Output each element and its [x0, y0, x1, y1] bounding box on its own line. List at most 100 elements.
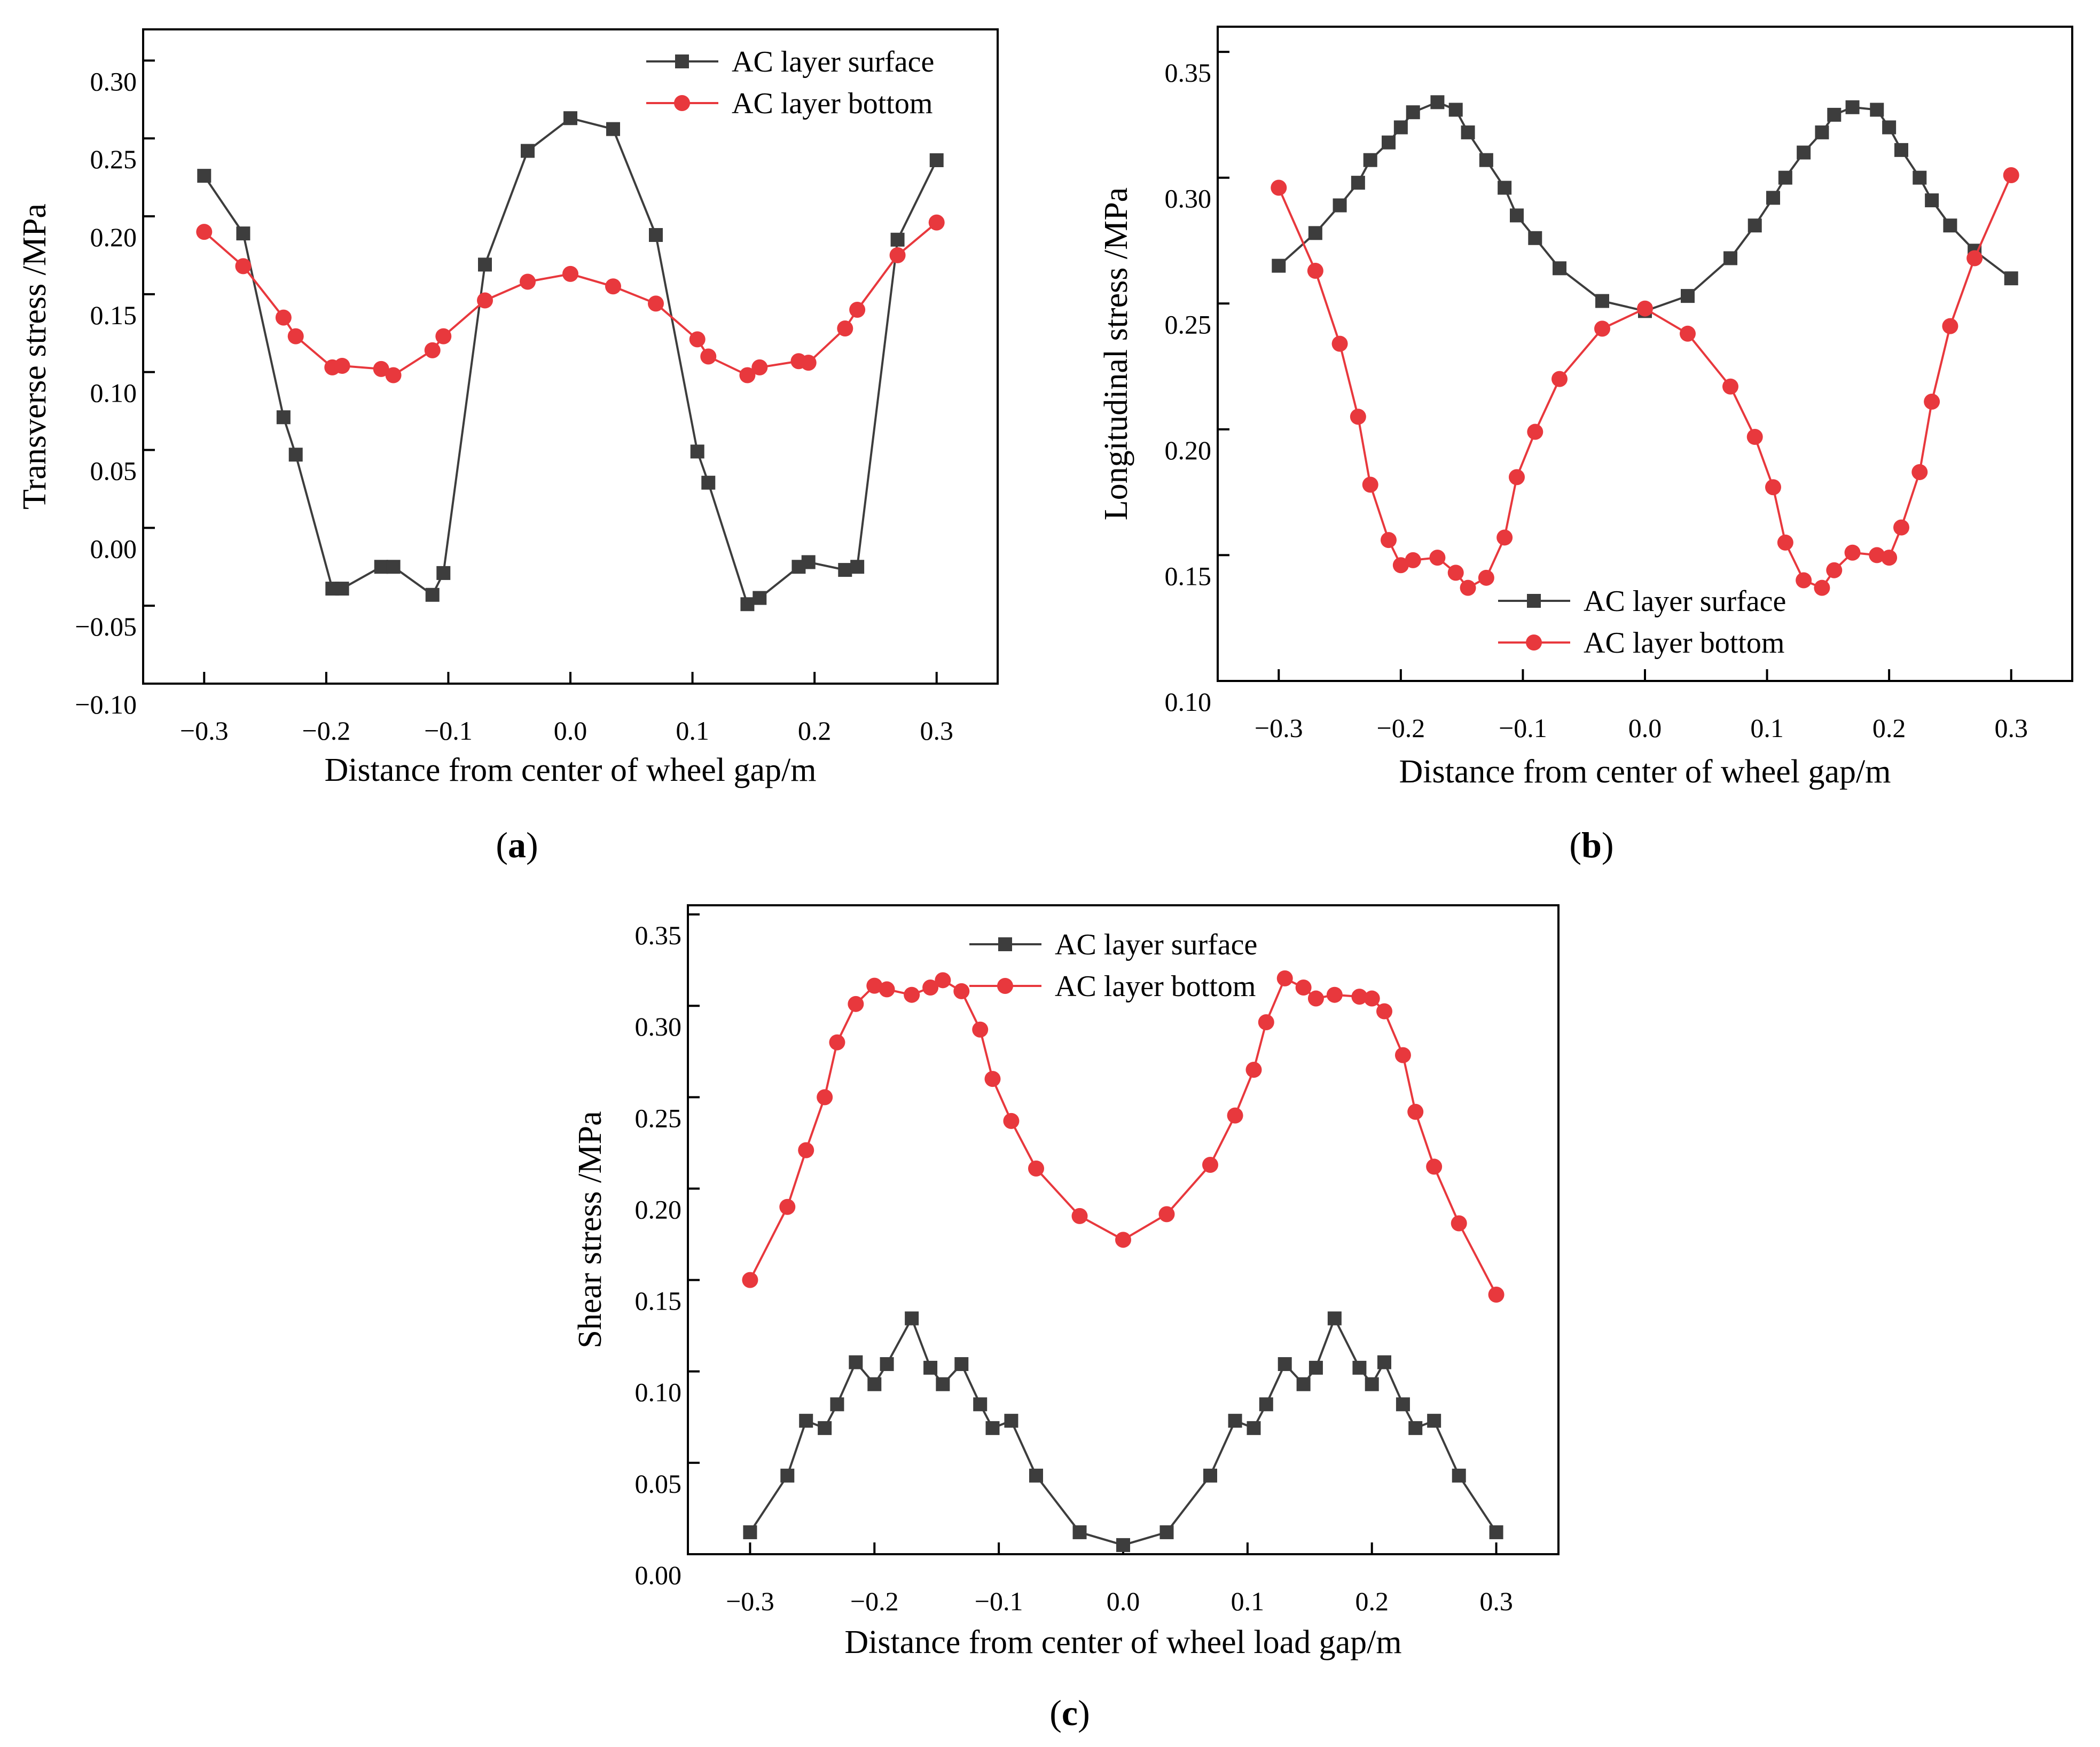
- data-point: [1488, 1287, 1505, 1303]
- data-point: [1376, 1003, 1392, 1020]
- data-point: [1327, 1311, 1342, 1326]
- series-ac-layer-bottom: [1271, 167, 2019, 596]
- data-point: [800, 355, 817, 371]
- data-point: [435, 328, 452, 344]
- data-point: [1489, 1525, 1503, 1539]
- data-point: [1913, 170, 1927, 185]
- data-point: [1942, 318, 1958, 334]
- data-point: [1271, 179, 1287, 196]
- data-point: [972, 1021, 989, 1038]
- y-tick-label: 0.20: [90, 222, 137, 252]
- data-point: [1452, 1468, 1466, 1483]
- data-point: [879, 981, 895, 998]
- y-tick-label: −0.05: [75, 612, 137, 641]
- series-ac-layer-bottom: [196, 214, 945, 383]
- panel-caption: (b): [1569, 825, 1613, 865]
- chart-panel-c: 0.00 0.05 0.10 0.15 0.20 0.25 0.30 0.35 −0.3 −0.2…: [572, 904, 1560, 1733]
- legend-marker: [1526, 634, 1542, 651]
- y-tick-label: 0.35: [1165, 58, 1212, 88]
- data-point: [1447, 565, 1464, 581]
- legend: AC layer surface AC layer bottom: [646, 45, 934, 120]
- data-point: [1308, 1360, 1323, 1375]
- legend-label: AC layer surface: [732, 45, 934, 79]
- data-point: [936, 1377, 950, 1391]
- data-point: [1003, 1113, 1020, 1129]
- data-point: [1407, 1103, 1424, 1120]
- data-point: [1553, 261, 1566, 276]
- data-point: [1247, 1421, 1261, 1435]
- x-tick-label: −0.2: [302, 716, 351, 746]
- data-point: [973, 1397, 988, 1412]
- data-point: [798, 1142, 814, 1158]
- chart-panel-b: 0.10 0.15 0.20 0.25 0.30 0.35 −0.3 −0.2 −0.1 0.0 0…: [1098, 26, 2073, 865]
- legend-marker: [674, 95, 690, 111]
- data-point: [235, 258, 252, 275]
- y-tick-label: 0.25: [90, 144, 137, 174]
- data-point: [1479, 153, 1493, 167]
- series-ac-layer-surface: [197, 111, 944, 612]
- panel-caption: (a): [496, 825, 538, 865]
- data-point: [1595, 294, 1609, 308]
- series-ac-layer-surface: [743, 1311, 1503, 1552]
- data-point: [1307, 990, 1324, 1007]
- data-point: [197, 169, 211, 183]
- data-point: [1072, 1525, 1087, 1539]
- x-tick-label: 0.3: [1994, 713, 2028, 743]
- y-tick-label: 0.00: [90, 534, 137, 563]
- data-point: [1594, 320, 1610, 337]
- data-point: [2003, 167, 2019, 183]
- data-point: [1381, 532, 1397, 549]
- data-point: [1722, 378, 1738, 395]
- data-point: [1894, 143, 1908, 157]
- data-point: [1911, 464, 1928, 480]
- data-point: [1430, 95, 1445, 109]
- x-tick-label: 0.3: [1479, 1586, 1513, 1616]
- x-tick-label: 0.0: [1628, 713, 1662, 743]
- data-point: [1365, 1377, 1379, 1391]
- data-point: [1406, 105, 1420, 120]
- x-tick-label: 0.3: [920, 716, 953, 746]
- data-point: [1924, 394, 1940, 410]
- legend-marker: [1527, 594, 1541, 608]
- data-point: [606, 122, 620, 136]
- data-point: [1116, 1538, 1130, 1552]
- data-point: [880, 1357, 894, 1372]
- data-point: [1870, 103, 1884, 117]
- x-tick-label: 0.2: [798, 716, 832, 746]
- data-point: [1796, 572, 1812, 589]
- data-point: [1637, 300, 1653, 317]
- data-point: [780, 1468, 795, 1483]
- data-point: [753, 591, 767, 605]
- data-point: [1350, 409, 1366, 425]
- data-point: [1363, 153, 1377, 167]
- data-point: [923, 1360, 938, 1375]
- y-tick-label: 0.10: [635, 1377, 682, 1407]
- chart-panel-a: −0.10 −0.05 0.00 0.05 0.10 0.15 0.20 0.25 0.30 −0…: [17, 28, 999, 865]
- data-point: [935, 972, 951, 989]
- data-point: [1527, 424, 1543, 440]
- data-point: [425, 587, 440, 602]
- data-point: [1498, 181, 1512, 195]
- data-point: [1115, 1232, 1131, 1248]
- y-axis-label: Longitudinal stress /MPa: [1098, 187, 1134, 520]
- data-point: [1766, 191, 1780, 205]
- data-point: [1276, 970, 1293, 986]
- data-point: [1777, 534, 1793, 551]
- data-point: [1528, 231, 1542, 245]
- data-point: [1881, 550, 1898, 566]
- x-axis-label: Distance from center of wheel gap/m: [1399, 754, 1891, 790]
- data-point: [478, 257, 492, 272]
- data-point: [1746, 428, 1763, 445]
- data-point: [520, 273, 536, 290]
- x-tick-label: 0.1: [1231, 1586, 1265, 1616]
- data-point: [1723, 251, 1737, 265]
- data-point: [1845, 100, 1860, 114]
- data-point: [1393, 120, 1408, 135]
- data-point: [700, 348, 717, 365]
- x-tick-label: −0.3: [1255, 713, 1303, 743]
- legend-label: AC layer bottom: [732, 87, 933, 120]
- x-axis-label: Distance from center of wheel gap/m: [324, 752, 816, 788]
- data-point: [1245, 1062, 1262, 1078]
- data-point: [1925, 193, 1939, 208]
